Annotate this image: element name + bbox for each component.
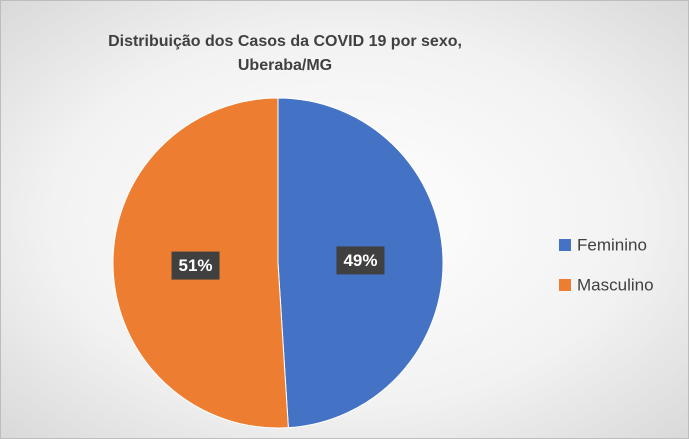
data-label: 49% (343, 251, 377, 270)
data-label: 51% (179, 256, 213, 275)
legend-swatch (559, 239, 571, 251)
legend-label: Masculino (577, 275, 654, 294)
data-label-box (336, 246, 385, 275)
data-label-box (171, 251, 220, 280)
legend-swatch (559, 279, 571, 291)
legend-label: Feminino (577, 235, 647, 254)
chart-title: Distribuição dos Casos da COVID 19 por s… (108, 33, 462, 74)
